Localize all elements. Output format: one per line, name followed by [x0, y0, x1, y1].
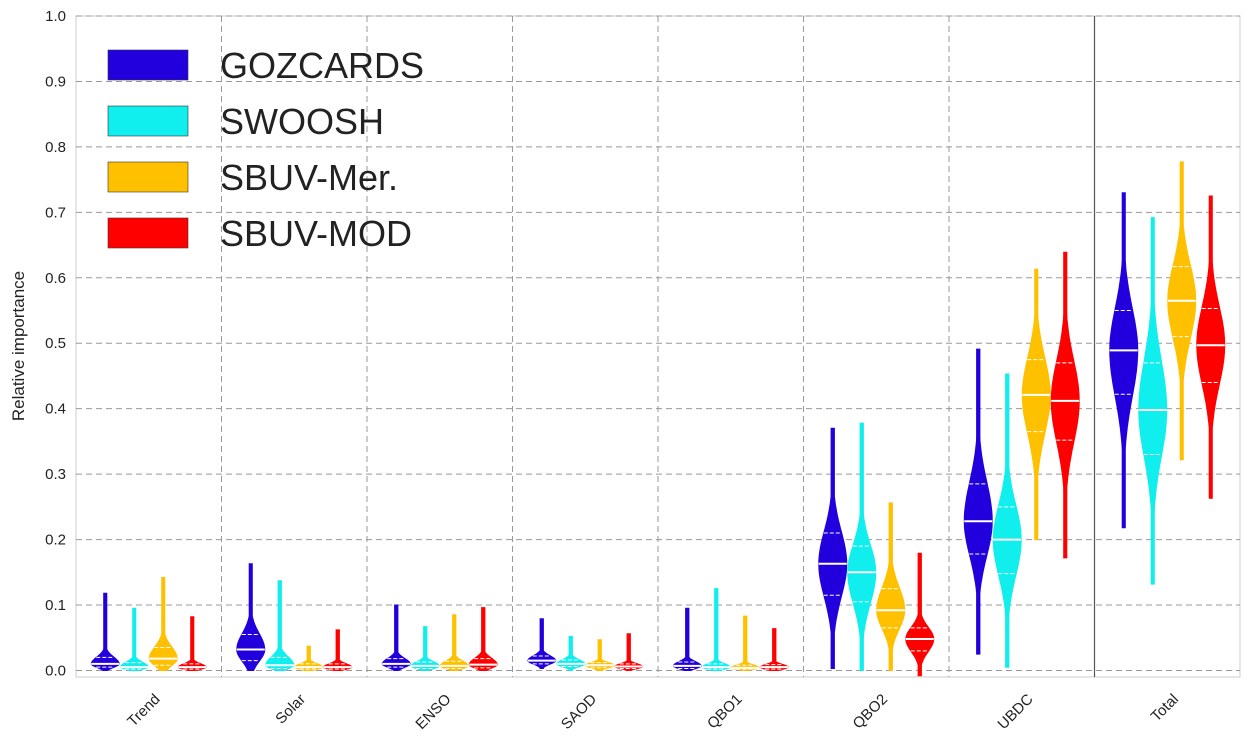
violin-body — [963, 348, 993, 655]
x-tick-label: QBO1 — [704, 691, 745, 732]
violin-body — [381, 604, 411, 671]
violin-body — [1138, 217, 1168, 585]
violin-body — [672, 607, 702, 671]
violin-body — [1167, 161, 1197, 461]
violin-body — [730, 615, 761, 671]
violin-body — [614, 633, 644, 671]
x-tick-label: Trend — [124, 691, 163, 730]
x-tick-label: SAOD — [558, 691, 600, 733]
violin-body — [905, 552, 935, 677]
violin-body — [847, 422, 877, 671]
violins — [90, 161, 1226, 677]
violin-body — [1196, 195, 1226, 499]
violin-body — [323, 629, 353, 671]
y-tick-label: 0.1 — [45, 597, 66, 614]
violin-body — [468, 607, 498, 671]
violin-body — [702, 588, 731, 671]
legend-label: GOZCARDS — [220, 45, 424, 86]
violin-body — [1109, 192, 1139, 529]
violin-body — [236, 563, 266, 671]
violin-body — [759, 628, 789, 671]
violin-body — [177, 616, 207, 671]
y-tick-label: 1.0 — [45, 8, 66, 25]
violin-body — [876, 502, 906, 671]
y-axis-label: Relative importance — [9, 271, 28, 421]
legend-label: SBUV-Mer. — [220, 157, 398, 198]
violin-body — [410, 626, 440, 671]
y-tick-label: 0.5 — [45, 335, 66, 352]
x-tick-label: Total — [1148, 691, 1182, 725]
grid — [76, 15, 1240, 677]
y-tick-label: 0.4 — [45, 401, 66, 418]
violin-body — [1050, 251, 1080, 559]
y-tick-label: 0.3 — [45, 466, 66, 483]
violin-body — [90, 592, 120, 671]
y-tick-label: 0.2 — [45, 532, 66, 549]
y-tick-label: 0.8 — [45, 139, 66, 156]
x-tick-label: UBDC — [994, 691, 1036, 733]
violin-body — [119, 607, 149, 671]
violin-body — [1021, 268, 1051, 541]
legend-swatch — [107, 217, 189, 249]
legend-swatch — [107, 161, 189, 193]
x-tick-label: ENSO — [412, 691, 454, 733]
legend-label: SWOOSH — [220, 101, 384, 142]
violin-body — [294, 645, 324, 671]
x-tick-label: QBO2 — [850, 691, 891, 732]
y-tick-label: 0.0 — [45, 662, 66, 679]
violin-body — [818, 427, 848, 669]
violin-body — [992, 373, 1022, 668]
y-tick-label: 0.6 — [45, 270, 66, 287]
legend-swatch — [107, 49, 189, 81]
legend-swatch — [107, 105, 189, 137]
y-tick-label: 0.9 — [45, 73, 66, 90]
legend-label: SBUV-MOD — [220, 213, 412, 254]
violin-body — [439, 614, 469, 671]
y-tick-label: 0.7 — [45, 204, 66, 221]
x-tick-label: Solar — [272, 691, 309, 728]
violin-body — [265, 580, 295, 671]
